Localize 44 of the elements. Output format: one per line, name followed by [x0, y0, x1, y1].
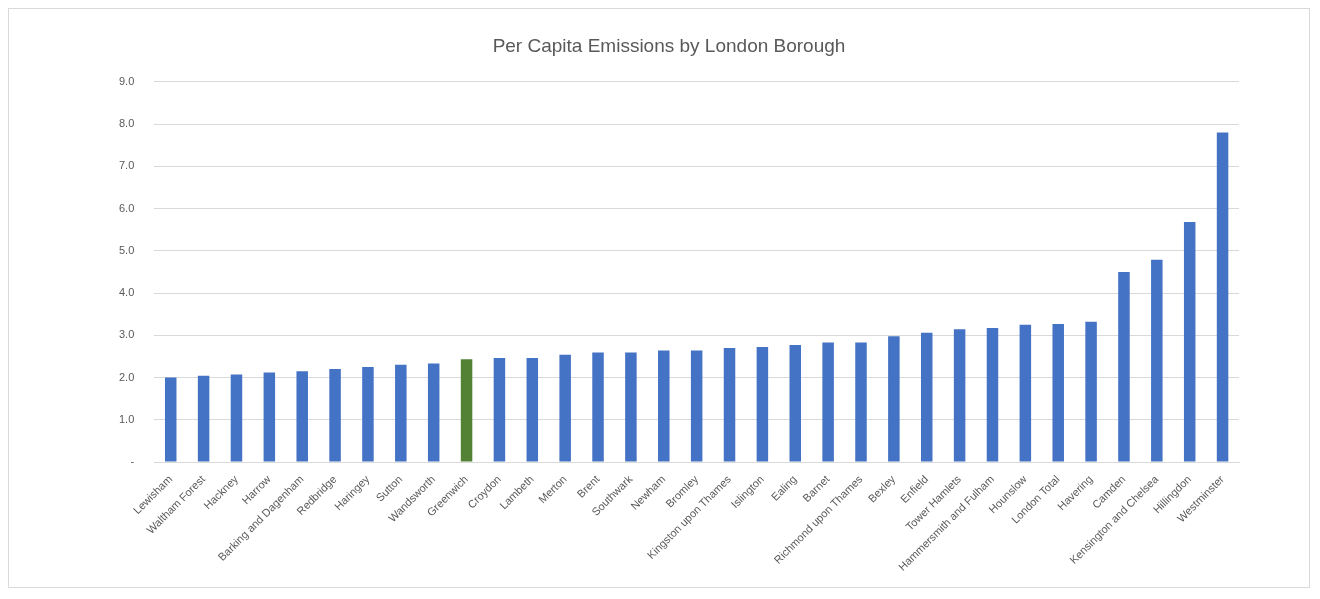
bar — [1052, 323, 1064, 462]
y-tick-label: 1.0 — [118, 412, 135, 425]
bar — [164, 377, 177, 462]
bar — [625, 352, 637, 462]
y-tick-label: 4.0 — [118, 286, 135, 299]
bar — [1151, 259, 1163, 462]
bar — [197, 375, 210, 462]
bar — [296, 371, 308, 462]
bar — [855, 342, 867, 462]
y-tick-label: 8.0 — [118, 117, 135, 130]
y-tick-label: 2.0 — [118, 370, 135, 383]
y-tick-label: 5.0 — [118, 243, 135, 256]
bar — [526, 358, 539, 462]
bar — [756, 347, 769, 462]
chart-title: Per Capita Emissions by London Borough — [492, 34, 846, 56]
bar — [920, 332, 933, 462]
bar — [1183, 222, 1196, 462]
bar — [723, 347, 736, 462]
bar — [822, 342, 834, 462]
bar — [1019, 324, 1032, 462]
bar — [1085, 321, 1097, 462]
y-tick-label: 7.0 — [118, 159, 135, 172]
bar — [493, 358, 506, 462]
bar — [1216, 132, 1229, 462]
y-tick-label: 3.0 — [118, 328, 135, 341]
bar — [1118, 271, 1130, 462]
y-tick-label: 9.0 — [118, 74, 135, 87]
bar — [658, 350, 670, 462]
bar — [789, 345, 802, 462]
bar — [690, 350, 703, 462]
bar — [395, 364, 407, 462]
bar — [888, 336, 900, 462]
bar — [427, 363, 440, 462]
y-tick-label: - — [130, 455, 135, 468]
bar — [263, 372, 276, 462]
bar — [986, 328, 999, 462]
bar — [329, 369, 341, 462]
y-tick-label: 6.0 — [118, 201, 135, 214]
bar — [362, 366, 374, 462]
bar — [559, 354, 571, 462]
bar — [592, 352, 604, 462]
bar — [953, 329, 966, 462]
bar — [230, 374, 243, 462]
bar — [460, 359, 473, 462]
